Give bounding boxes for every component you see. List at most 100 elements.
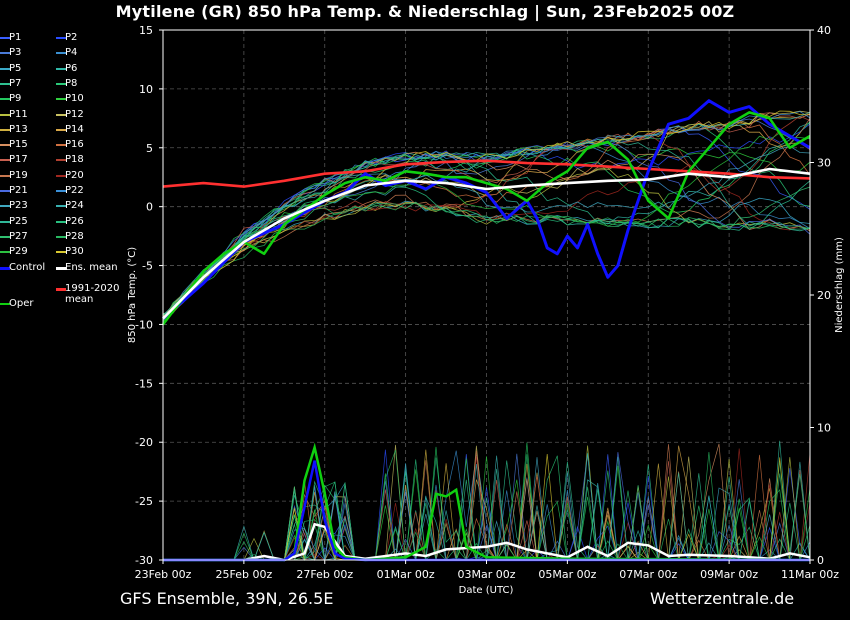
legend-swatch	[0, 159, 10, 162]
legend-label: P22	[65, 185, 84, 196]
legend-label: P6	[65, 62, 78, 74]
x-tick-label: 01Mar 00z	[377, 568, 435, 581]
temp-line-p23	[162, 145, 811, 319]
legend-swatch	[56, 37, 66, 39]
x-tick-label: 23Feb 00z	[135, 568, 192, 581]
legend-label: P16	[65, 139, 84, 151]
legend-swatch	[56, 287, 66, 291]
temp-line-oper	[161, 111, 811, 326]
legend-label: P28	[65, 230, 84, 242]
y2-tick-label: 20	[817, 289, 831, 302]
legend-label: P26	[65, 215, 84, 227]
y2-tick-label: 40	[817, 24, 831, 37]
y2-tick-label: 0	[817, 554, 824, 567]
legend-swatch	[56, 220, 66, 223]
y-tick-label: 15	[139, 24, 153, 37]
legend-label: P27	[9, 230, 28, 242]
legend-label: P25	[9, 215, 28, 227]
legend-label: P30	[65, 246, 84, 258]
legend-label: P17	[9, 154, 28, 166]
temp-line-ens-mean	[162, 167, 811, 320]
legend-swatch	[0, 266, 10, 270]
legend-swatch	[0, 113, 10, 116]
y-tick-label: -15	[135, 377, 153, 390]
legend-label: P3	[9, 47, 22, 59]
chart-title: Mytilene (GR) 850 hPa Temp. & Niederschl…	[115, 2, 735, 21]
legend-label-line2: mean	[65, 293, 94, 305]
y-tick-label: -25	[135, 495, 153, 508]
legend-label: P24	[65, 200, 84, 212]
grid	[162, 29, 811, 561]
x-tick-label: 25Feb 00z	[216, 568, 273, 581]
temp-line-p24	[162, 111, 811, 316]
legend-swatch	[0, 52, 10, 55]
legend-label: P12	[65, 108, 84, 120]
legend-label: P14	[65, 123, 84, 135]
legend-swatch	[56, 174, 66, 177]
legend-swatch	[0, 67, 10, 70]
legend-swatch	[0, 190, 10, 192]
legend-swatch	[56, 159, 66, 162]
legend-swatch	[56, 266, 66, 270]
legend-swatch	[56, 82, 66, 85]
legend-label: P11	[9, 108, 28, 120]
y-axis-label: 850 hPa Temp. (°C)	[127, 247, 138, 343]
legend-swatch	[0, 205, 10, 208]
temp-line-p28	[162, 202, 811, 322]
legend-swatch	[56, 190, 66, 192]
legend-swatch	[56, 205, 66, 208]
precip-line-control	[163, 460, 810, 562]
y-tick-label: -5	[142, 260, 153, 273]
legend-swatch	[0, 251, 10, 254]
legend-swatch	[56, 52, 66, 55]
legend-swatch	[56, 113, 66, 116]
y-tick-label: 0	[146, 201, 153, 214]
legend-label: P20	[65, 169, 84, 181]
plot-area	[161, 99, 811, 562]
legend-label: P21	[9, 185, 28, 196]
x-tick-label: 03Mar 00z	[457, 568, 515, 581]
legend-swatch	[0, 82, 10, 85]
legend-label: Control	[9, 261, 46, 273]
legend-swatch	[0, 144, 10, 147]
y-tick-label: 5	[146, 142, 153, 155]
footer-site-name: Wetterzentrale.de	[650, 589, 795, 608]
y-tick-label: -10	[135, 318, 153, 331]
legend-label: P29	[9, 246, 28, 258]
precip-line-oper	[163, 442, 811, 562]
legend-label: Oper	[9, 298, 34, 310]
legend-label: P4	[65, 47, 78, 59]
x-tick-label: 27Feb 00z	[296, 568, 353, 581]
legend-label: P8	[65, 77, 78, 89]
legend-label: P18	[65, 154, 84, 166]
x-tick-label: 09Mar 00z	[700, 568, 758, 581]
legend-swatch	[0, 37, 10, 39]
legend-swatch	[56, 98, 66, 101]
axes: 15 10 5 0 -5 -10 -15 -20 -25 -30 40 30 20 10 0 23Feb 00…	[135, 24, 840, 581]
legend-label: P13	[9, 123, 28, 135]
legend-swatch	[56, 235, 66, 238]
legend-swatch	[0, 303, 10, 306]
legend-label: P1	[9, 32, 22, 43]
precip-line-ens-mean	[163, 522, 811, 562]
legend-swatch	[56, 128, 66, 131]
x-tick-label: 07Mar 00z	[619, 568, 677, 581]
x-tick-label: 11Mar 00z	[781, 568, 839, 581]
legend-swatch	[0, 98, 10, 101]
legend-label: P19	[9, 169, 28, 181]
footer-model-info: GFS Ensemble, 39N, 26.5E	[120, 589, 334, 608]
x-tick-label: 05Mar 00z	[538, 568, 596, 581]
legend-label: P7	[9, 77, 22, 89]
y2-tick-label: 10	[817, 422, 831, 435]
legend-label: P15	[9, 139, 28, 151]
legend-label: P5	[9, 62, 22, 74]
legend-swatch	[0, 174, 10, 177]
x-axis-label: Date (UTC)	[459, 585, 514, 596]
y2-axis-label: Niederschlag (mm)	[834, 237, 845, 333]
temp-line-1991-2020-mean	[162, 159, 811, 188]
legend-swatch	[56, 67, 66, 70]
y2-tick-label: 30	[817, 157, 831, 170]
legend-label: P9	[9, 93, 22, 105]
y-tick-label: -20	[135, 436, 153, 449]
